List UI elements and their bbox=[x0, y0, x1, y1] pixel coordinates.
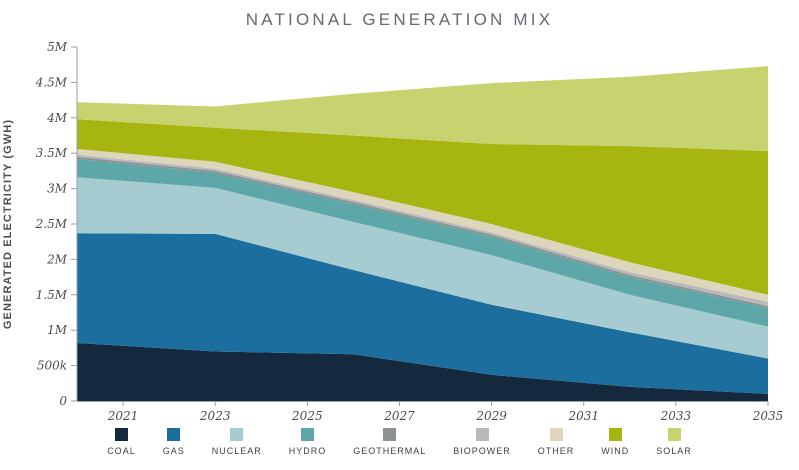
legend-label: NUCLEAR bbox=[211, 446, 262, 456]
x-tick-label: 2029 bbox=[475, 409, 507, 423]
y-tick-label: 4M bbox=[46, 111, 68, 125]
x-tick-label: 2023 bbox=[199, 409, 231, 423]
y-tick-label: 1M bbox=[47, 323, 68, 337]
legend-swatch-coal bbox=[114, 428, 128, 441]
y-tick-label: 500k bbox=[37, 359, 67, 373]
y-tick-label: 5M bbox=[47, 40, 68, 54]
legend-label: HYDRO bbox=[288, 446, 327, 456]
chart-title: NATIONAL GENERATION MIX bbox=[245, 10, 554, 29]
legend-item-other[interactable]: OTHER bbox=[538, 428, 575, 456]
legend-swatch-nuclear bbox=[230, 428, 244, 441]
legend-item-gas[interactable]: GAS bbox=[163, 428, 185, 456]
legend-label: SOLAR bbox=[656, 446, 692, 456]
y-tick-label: 3.5M bbox=[36, 146, 68, 160]
legend-swatch-solar bbox=[667, 428, 681, 441]
legend-label: BIOPOWER bbox=[453, 446, 511, 456]
x-tick-label: 2033 bbox=[660, 409, 692, 423]
area-gas bbox=[77, 233, 768, 394]
legend-label: WIND bbox=[601, 446, 630, 456]
legend-label: GAS bbox=[162, 446, 185, 456]
x-tick-label: 2021 bbox=[107, 409, 139, 423]
y-tick-label: 3M bbox=[47, 182, 68, 196]
legend-item-nuclear[interactable]: NUCLEAR bbox=[212, 428, 262, 456]
legend-item-wind[interactable]: WIND bbox=[601, 428, 629, 456]
chart-legend: COAL GAS NUCLEAR HYDRO GEOTHERMAL BIOPOWER OTH… bbox=[0, 428, 799, 456]
legend-swatch-other bbox=[549, 428, 563, 441]
y-tick-label: 2.5M bbox=[35, 217, 68, 231]
area-solar bbox=[77, 66, 768, 152]
legend-item-hydro[interactable]: HYDRO bbox=[289, 428, 327, 456]
legend-swatch-geothermal bbox=[383, 428, 397, 441]
legend-label: COAL bbox=[107, 446, 136, 456]
legend-swatch-biopower bbox=[475, 428, 489, 441]
legend-swatch-wind bbox=[608, 428, 622, 441]
area-other bbox=[77, 148, 768, 302]
legend-item-solar[interactable]: SOLAR bbox=[656, 428, 692, 456]
area-hydro bbox=[77, 158, 768, 327]
y-tick-label: 4.5M bbox=[35, 75, 68, 89]
legend-swatch-gas bbox=[167, 428, 181, 441]
x-tick-label: 2025 bbox=[291, 409, 323, 423]
x-tick-label: 2027 bbox=[383, 409, 415, 423]
area-coal bbox=[77, 342, 768, 401]
legend-item-biopower[interactable]: BIOPOWER bbox=[453, 428, 511, 456]
legend-label: GEOTHERMAL bbox=[353, 446, 427, 456]
y-tick-label: 0 bbox=[59, 394, 67, 408]
legend-item-coal[interactable]: COAL bbox=[107, 428, 136, 456]
x-tick-label: 2035 bbox=[752, 409, 784, 423]
legend-swatch-hydro bbox=[300, 428, 314, 441]
y-tick-label: 2M bbox=[46, 252, 68, 266]
area-wind bbox=[77, 119, 768, 295]
legend-label: OTHER bbox=[537, 446, 575, 456]
area-nuclear bbox=[77, 177, 768, 359]
y-tick-label: 1.5M bbox=[36, 288, 68, 302]
x-tick-label: 2031 bbox=[567, 409, 599, 423]
legend-item-geothermal[interactable]: GEOTHERMAL bbox=[353, 428, 426, 456]
